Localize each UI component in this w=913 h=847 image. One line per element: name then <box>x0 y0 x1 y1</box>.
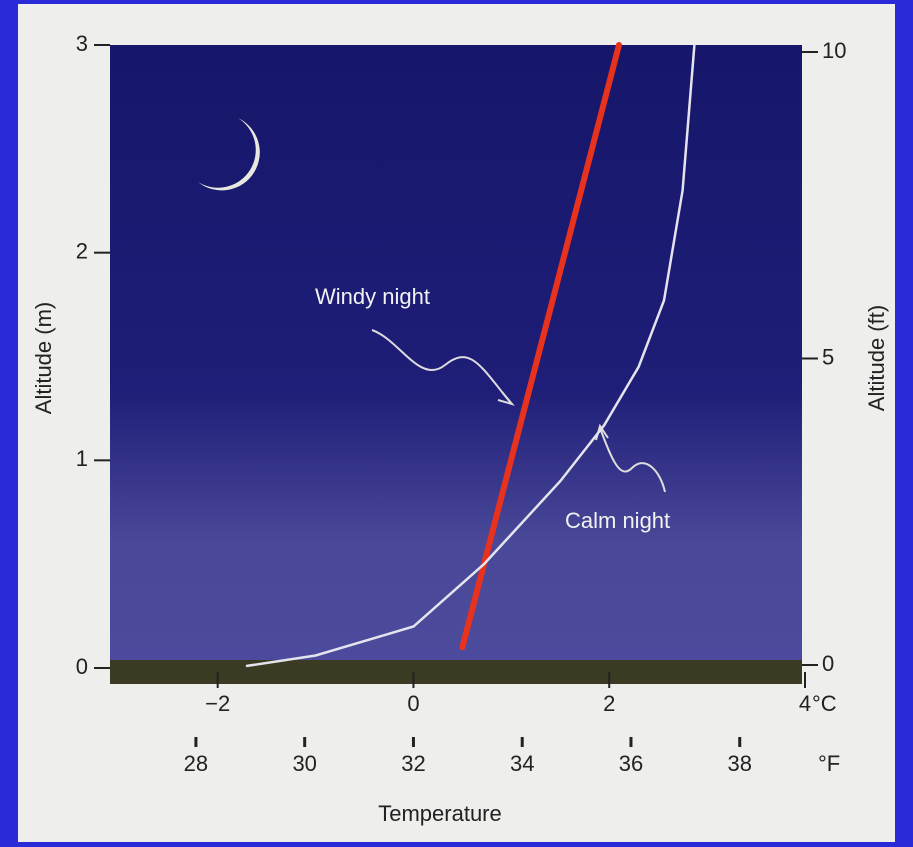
y2-tick-label: 0 <box>822 651 834 676</box>
arrow <box>371 329 511 403</box>
y-axis-title: Altitude (m) <box>31 302 56 414</box>
x-tick-label: 4 <box>799 691 811 716</box>
x2-unit: °F <box>818 751 840 776</box>
x2-tick-label: 28 <box>184 751 208 776</box>
arrow <box>599 427 666 493</box>
y-tick-label: 3 <box>76 31 88 56</box>
x-unit: °C <box>812 691 837 716</box>
y2-tick-label: 5 <box>822 344 834 369</box>
x-axis-title: Temperature <box>378 801 502 826</box>
y2-axis-title: Altitude (ft) <box>864 305 889 411</box>
x-tick-label: 0 <box>407 691 419 716</box>
x-tick-label: −2 <box>205 691 230 716</box>
y-tick-label: 2 <box>76 238 88 263</box>
x2-tick-label: 32 <box>401 751 425 776</box>
x2-tick-label: 36 <box>619 751 643 776</box>
y-tick-label: 1 <box>76 446 88 471</box>
y2-tick-label: 10 <box>822 38 846 63</box>
series-label: Windy night <box>315 284 430 309</box>
series-label: Calm night <box>565 508 670 533</box>
x2-tick-label: 34 <box>510 751 534 776</box>
plot-background <box>110 45 802 668</box>
x-tick-label: 2 <box>603 691 615 716</box>
arrow-head <box>497 391 515 406</box>
x2-tick-label: 38 <box>727 751 751 776</box>
series-line <box>245 43 696 668</box>
series-line <box>459 42 622 651</box>
ground <box>110 660 802 684</box>
y-tick-label: 0 <box>76 654 88 679</box>
x2-tick-label: 30 <box>292 751 316 776</box>
